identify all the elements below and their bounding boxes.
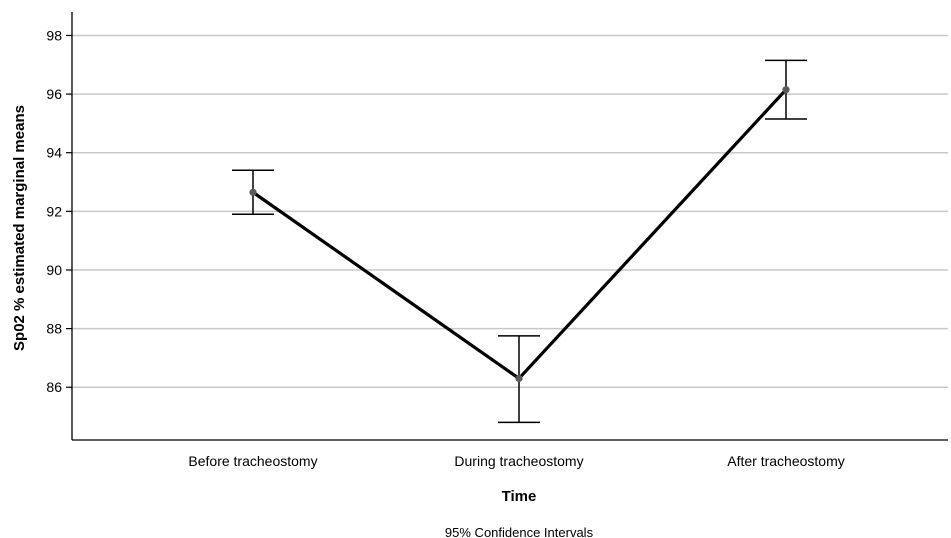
y-tick-label: 96 — [46, 86, 62, 102]
x-category-label: During tracheostomy — [454, 453, 583, 469]
y-tick-label: 88 — [46, 321, 62, 337]
y-tick-label: 94 — [46, 145, 62, 161]
data-point — [515, 374, 523, 383]
y-tick-label: 86 — [46, 379, 62, 395]
data-point — [249, 188, 257, 196]
y-tick-label: 98 — [46, 27, 62, 43]
error-bars — [232, 59, 807, 424]
y-tick-label: 90 — [46, 262, 62, 278]
x-axis-category-labels: Before tracheostomy During tracheostomy Af… — [188, 453, 844, 469]
y-axis-title: Sp02 % estimated marginal means — [11, 105, 28, 351]
x-category-label: Before tracheostomy — [188, 453, 317, 469]
x-axis-title: Time — [502, 488, 537, 505]
x-category-label: After tracheostomy — [727, 453, 845, 469]
series-line — [252, 88, 788, 381]
data-point — [782, 86, 790, 94]
axes — [71, 12, 948, 441]
data-points — [249, 86, 790, 383]
mean-line — [252, 88, 788, 381]
gridlines — [72, 34, 948, 388]
y-tick-label: 92 — [46, 203, 62, 219]
confidence-interval-footnote: 95% Confidence Intervals — [445, 525, 594, 538]
y-axis-ticks: 86 88 90 92 94 96 98 — [46, 27, 72, 395]
